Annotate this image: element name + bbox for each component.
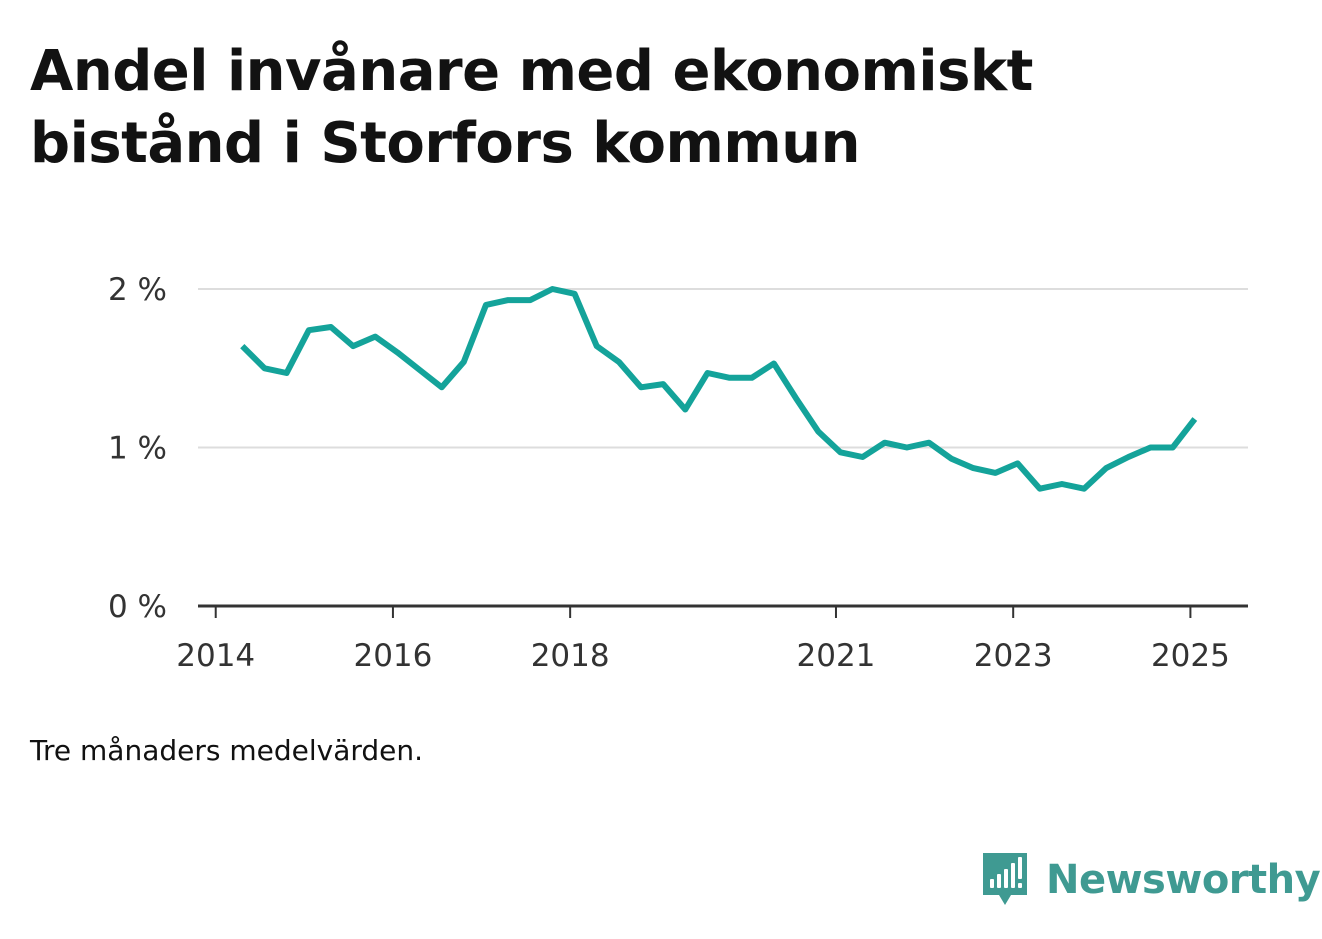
chart-title-line-1: Andel invånare med ekonomiskt bbox=[30, 39, 1033, 104]
x-tick-label: 2014 bbox=[176, 638, 255, 674]
brand-name: Newsworthy bbox=[1046, 857, 1321, 903]
y-tick-label: 0 % bbox=[108, 589, 167, 625]
chart-note: Tre månaders medelvärden. bbox=[30, 734, 424, 767]
brand-logo: Newsworthy bbox=[980, 848, 1321, 912]
x-tick-label: 2018 bbox=[531, 638, 610, 674]
x-tick-label: 2016 bbox=[353, 638, 432, 674]
x-tick-label: 2021 bbox=[797, 638, 876, 674]
series-layer bbox=[240, 286, 1198, 492]
x-tick-label: 2023 bbox=[974, 638, 1053, 674]
y-axis-labels: 0 % 1 % 2 % bbox=[108, 272, 167, 625]
x-tick-label: 2025 bbox=[1151, 638, 1230, 674]
x-axis: 2014 2016 2018 2021 2023 2025 bbox=[176, 604, 1248, 674]
y-tick-label: 2 % bbox=[108, 272, 167, 308]
line-chart: 0 % 1 % 2 % 2014 2016 2018 2021 2023 2025 bbox=[108, 272, 1248, 674]
y-tick-label: 1 % bbox=[108, 431, 167, 467]
chart-title: Andel invånare med ekonomiskt bistånd i … bbox=[30, 36, 1230, 180]
chart-title-line-2: bistånd i Storfors kommun bbox=[30, 111, 860, 176]
series-line-0 bbox=[240, 286, 1198, 492]
grid-lines bbox=[198, 288, 1248, 449]
newsworthy-logo-icon bbox=[983, 853, 1027, 905]
